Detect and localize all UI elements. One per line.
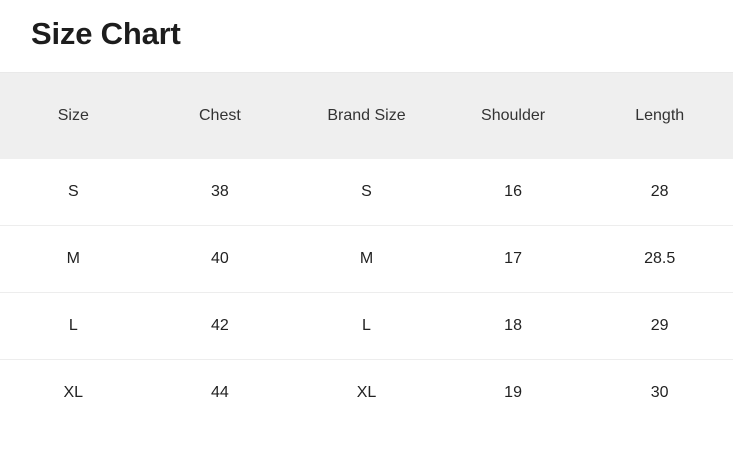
size-chart-table: Size Chest Brand Size Shoulder Length S … — [0, 72, 733, 426]
column-header-size: Size — [0, 72, 147, 159]
table-body: S 38 S 16 28 M 40 M 17 28.5 L 42 L 18 29 — [0, 159, 733, 426]
cell-size: M — [0, 225, 147, 293]
cell-shoulder: 16 — [439, 159, 587, 226]
cell-chest: 38 — [146, 159, 294, 226]
table-row: M 40 M 17 28.5 — [0, 225, 733, 293]
cell-brand-size: XL — [293, 359, 440, 426]
cell-size: L — [0, 292, 147, 360]
cell-length: 28 — [586, 159, 733, 226]
cell-chest: 42 — [146, 292, 294, 360]
cell-length: 29 — [586, 292, 733, 360]
cell-size: XL — [0, 359, 147, 426]
cell-size: S — [0, 159, 147, 226]
table-row: L 42 L 18 29 — [0, 292, 733, 360]
cell-shoulder: 17 — [439, 225, 587, 293]
cell-length: 28.5 — [586, 225, 733, 293]
title-area: Size Chart — [0, 0, 733, 72]
cell-brand-size: S — [293, 159, 440, 226]
cell-chest: 44 — [146, 359, 294, 426]
page-title: Size Chart — [31, 16, 181, 51]
cell-brand-size: M — [293, 225, 440, 293]
column-header-brand-size: Brand Size — [293, 72, 440, 159]
cell-length: 30 — [586, 359, 733, 426]
cell-chest: 40 — [146, 225, 294, 293]
cell-brand-size: L — [293, 292, 440, 360]
cell-shoulder: 18 — [439, 292, 587, 360]
column-header-shoulder: Shoulder — [439, 72, 587, 159]
table-header: Size Chest Brand Size Shoulder Length — [0, 72, 733, 159]
cell-shoulder: 19 — [439, 359, 587, 426]
table-header-row: Size Chest Brand Size Shoulder Length — [0, 72, 733, 159]
column-header-chest: Chest — [146, 72, 294, 159]
column-header-length: Length — [586, 72, 733, 159]
table-row: XL 44 XL 19 30 — [0, 359, 733, 426]
table-row: S 38 S 16 28 — [0, 159, 733, 226]
